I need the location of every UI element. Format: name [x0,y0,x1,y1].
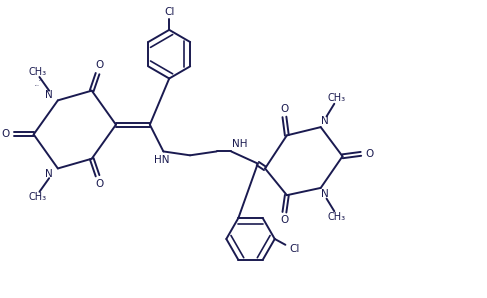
Text: N: N [321,189,329,199]
Text: methyl: methyl [35,85,40,86]
Text: O: O [281,104,289,114]
Text: NH: NH [232,139,247,149]
Text: CH₃: CH₃ [28,67,47,77]
Text: methyl: methyl [38,79,43,80]
Text: CH₃: CH₃ [327,93,345,103]
Text: N: N [321,116,329,126]
Text: O: O [95,179,104,189]
Text: CH₃: CH₃ [28,192,47,202]
Text: HN: HN [154,155,169,165]
Text: N: N [45,169,53,179]
Text: O: O [366,149,374,159]
Text: Cl: Cl [164,7,174,17]
Text: CH₃: CH₃ [327,212,345,222]
Text: N: N [45,89,53,100]
Text: O: O [1,129,10,139]
Text: O: O [281,215,289,226]
Text: O: O [95,60,104,70]
Text: Cl: Cl [289,244,300,254]
